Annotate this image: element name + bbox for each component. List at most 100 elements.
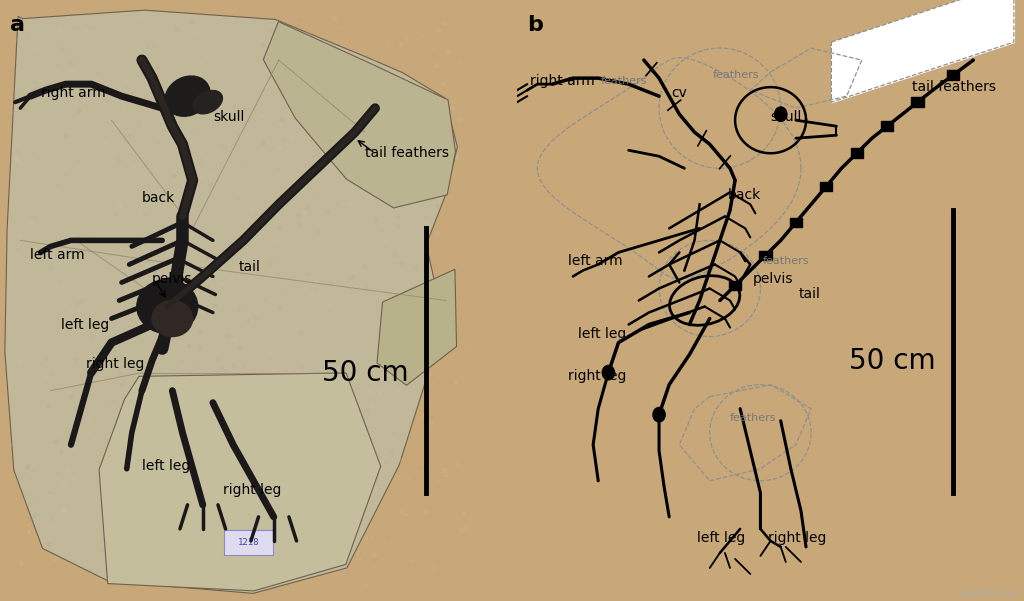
Point — [357, 93, 374, 102]
Point — [390, 28, 407, 37]
Point — [200, 517, 216, 526]
Point — [68, 98, 84, 108]
Point — [150, 35, 166, 45]
Point — [397, 398, 414, 407]
Point — [384, 202, 400, 212]
Text: 50 cm: 50 cm — [849, 347, 936, 374]
Point — [280, 84, 296, 93]
Polygon shape — [263, 22, 456, 208]
Point — [189, 361, 206, 370]
Point — [201, 319, 217, 328]
Point — [78, 484, 94, 493]
Point — [142, 517, 159, 526]
Point — [118, 76, 134, 86]
Point — [211, 419, 227, 429]
Point — [290, 507, 306, 517]
Point — [309, 471, 326, 480]
Point — [260, 349, 276, 359]
Point — [49, 251, 66, 260]
Point — [65, 66, 81, 75]
Point — [143, 424, 160, 433]
Point — [124, 14, 140, 23]
Point — [272, 119, 289, 129]
Point — [433, 157, 450, 166]
Point — [145, 154, 162, 164]
Point — [222, 515, 239, 525]
Point — [5, 108, 22, 117]
Point — [183, 17, 200, 26]
Polygon shape — [377, 269, 457, 385]
Point — [106, 509, 123, 519]
Point — [56, 395, 73, 405]
Point — [141, 401, 158, 410]
Point — [268, 368, 285, 378]
Point — [71, 234, 87, 243]
Point — [232, 305, 249, 314]
Point — [276, 135, 293, 145]
Point — [425, 50, 441, 59]
Point — [262, 26, 279, 35]
Text: left arm: left arm — [567, 254, 623, 269]
Point — [63, 307, 80, 316]
Point — [52, 312, 69, 322]
Point — [285, 132, 301, 141]
Point — [161, 532, 177, 542]
Point — [174, 511, 190, 520]
Point — [236, 418, 252, 427]
Bar — [851, 148, 863, 158]
Point — [329, 388, 345, 398]
Point — [401, 583, 418, 593]
Text: tail: tail — [239, 260, 260, 275]
Point — [212, 89, 228, 99]
Point — [173, 93, 189, 102]
Bar — [820, 182, 833, 191]
Point — [339, 449, 355, 459]
Point — [352, 282, 369, 291]
Point — [172, 389, 188, 399]
Point — [13, 558, 30, 568]
Point — [72, 56, 88, 66]
Point — [273, 287, 290, 297]
Point — [375, 64, 391, 74]
Circle shape — [653, 407, 666, 422]
Point — [167, 171, 183, 181]
Text: right leg: right leg — [768, 531, 826, 545]
Point — [371, 491, 387, 501]
Point — [169, 477, 185, 486]
Point — [30, 545, 46, 554]
Point — [82, 236, 98, 245]
Point — [315, 27, 332, 37]
Point — [268, 529, 285, 538]
Point — [41, 232, 57, 242]
Point — [57, 169, 74, 179]
Point — [422, 153, 438, 162]
Point — [170, 52, 186, 61]
Point — [147, 332, 164, 342]
Point — [100, 473, 117, 483]
Bar — [881, 121, 893, 131]
Point — [133, 511, 150, 521]
Point — [417, 212, 433, 222]
Point — [389, 106, 406, 116]
Point — [321, 472, 337, 482]
Point — [232, 321, 249, 331]
Point — [441, 476, 458, 486]
Point — [227, 491, 244, 501]
Point — [177, 518, 194, 528]
Point — [392, 86, 409, 96]
Text: b: b — [527, 15, 543, 35]
Point — [145, 243, 162, 252]
Point — [438, 281, 455, 290]
Point — [194, 444, 210, 453]
Point — [28, 85, 44, 94]
Point — [364, 163, 380, 173]
Point — [225, 320, 242, 329]
Point — [93, 428, 110, 438]
Point — [293, 328, 309, 338]
Point — [172, 494, 188, 504]
Point — [96, 138, 113, 147]
Point — [315, 142, 332, 151]
Point — [302, 500, 318, 510]
Point — [291, 162, 307, 172]
Point — [340, 492, 356, 501]
